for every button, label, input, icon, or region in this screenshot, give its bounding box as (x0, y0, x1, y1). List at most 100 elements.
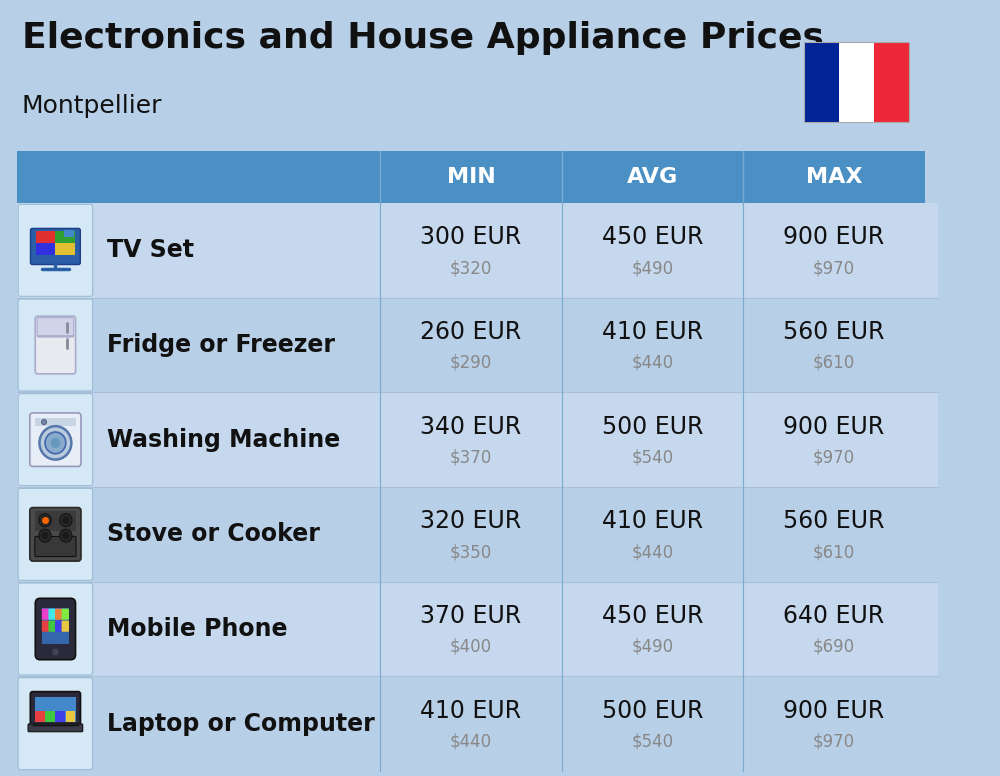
Bar (17, 393, 938, 487)
Text: $320: $320 (450, 259, 492, 277)
Circle shape (41, 532, 49, 539)
FancyBboxPatch shape (35, 316, 76, 374)
FancyBboxPatch shape (55, 621, 62, 632)
Text: 450 EUR: 450 EUR (602, 225, 703, 249)
Text: $690: $690 (813, 638, 855, 656)
Text: 410 EUR: 410 EUR (602, 509, 703, 533)
Bar (66, 711, 75, 722)
Text: Stove or Cooker: Stove or Cooker (107, 522, 320, 546)
Text: 300 EUR: 300 EUR (420, 225, 522, 249)
Bar (804, 42, 839, 122)
Circle shape (62, 532, 70, 539)
Bar (64, 230, 74, 237)
Text: 370 EUR: 370 EUR (420, 604, 522, 628)
Text: $370: $370 (450, 449, 492, 466)
Circle shape (39, 514, 51, 527)
FancyBboxPatch shape (18, 488, 93, 580)
Bar (743, 151, 925, 203)
Text: $440: $440 (450, 733, 492, 750)
Text: MIN: MIN (447, 167, 495, 187)
Bar (562, 151, 743, 203)
Text: $610: $610 (813, 354, 855, 372)
Text: $490: $490 (631, 259, 673, 277)
Bar (17, 487, 938, 582)
Circle shape (39, 529, 51, 542)
FancyBboxPatch shape (35, 536, 76, 556)
Circle shape (45, 432, 66, 454)
Circle shape (60, 529, 72, 542)
FancyBboxPatch shape (30, 691, 80, 727)
Bar (55, 711, 65, 722)
FancyBboxPatch shape (35, 598, 76, 660)
FancyBboxPatch shape (28, 724, 83, 732)
Bar (35, 511, 76, 531)
Text: 900 EUR: 900 EUR (783, 225, 884, 249)
Text: $540: $540 (631, 733, 673, 750)
Text: AVG: AVG (627, 167, 678, 187)
Bar (17, 677, 938, 771)
Text: 410 EUR: 410 EUR (602, 320, 703, 344)
Text: $540: $540 (631, 449, 673, 466)
Text: $970: $970 (813, 449, 855, 466)
FancyBboxPatch shape (37, 317, 74, 337)
Circle shape (52, 648, 59, 656)
Text: 900 EUR: 900 EUR (783, 414, 884, 438)
Text: Fridge or Freezer: Fridge or Freezer (107, 333, 335, 357)
Text: TV Set: TV Set (107, 238, 194, 262)
Text: $290: $290 (450, 354, 492, 372)
Text: Electronics and House Appliance Prices: Electronics and House Appliance Prices (22, 21, 824, 55)
Text: $970: $970 (813, 733, 855, 750)
FancyBboxPatch shape (48, 621, 56, 632)
FancyBboxPatch shape (55, 608, 62, 620)
Text: 640 EUR: 640 EUR (783, 604, 884, 628)
Bar (17, 298, 938, 393)
FancyBboxPatch shape (62, 608, 69, 620)
Text: $440: $440 (631, 354, 673, 372)
Bar (35, 711, 45, 722)
FancyBboxPatch shape (30, 508, 81, 561)
Bar (804, 42, 909, 122)
Bar (45, 711, 55, 722)
FancyBboxPatch shape (18, 299, 93, 391)
Bar (17, 151, 380, 203)
Text: Washing Machine: Washing Machine (107, 428, 340, 452)
Bar (17, 582, 938, 677)
Circle shape (39, 426, 71, 459)
Circle shape (41, 516, 49, 524)
Text: 340 EUR: 340 EUR (420, 414, 522, 438)
Text: 410 EUR: 410 EUR (420, 698, 521, 722)
Text: 900 EUR: 900 EUR (783, 698, 884, 722)
FancyBboxPatch shape (18, 677, 93, 770)
Bar (874, 42, 909, 122)
Bar (17, 203, 938, 298)
Bar (55, 231, 75, 243)
FancyBboxPatch shape (18, 204, 93, 296)
Text: Mobile Phone: Mobile Phone (107, 617, 287, 641)
Text: Montpellier: Montpellier (22, 94, 162, 118)
Bar (55, 243, 75, 255)
Text: 560 EUR: 560 EUR (783, 320, 885, 344)
Text: 260 EUR: 260 EUR (420, 320, 522, 344)
Text: 500 EUR: 500 EUR (602, 698, 703, 722)
Circle shape (62, 516, 70, 524)
Bar (839, 42, 874, 122)
Circle shape (42, 420, 47, 424)
Text: $970: $970 (813, 259, 855, 277)
Circle shape (60, 514, 72, 527)
Text: $400: $400 (450, 638, 492, 656)
FancyBboxPatch shape (48, 608, 56, 620)
Text: $610: $610 (813, 543, 855, 561)
Text: Laptop or Computer: Laptop or Computer (107, 712, 375, 736)
Text: $350: $350 (450, 543, 492, 561)
Text: $440: $440 (631, 543, 673, 561)
FancyBboxPatch shape (42, 621, 49, 632)
FancyBboxPatch shape (30, 413, 81, 466)
Text: 500 EUR: 500 EUR (602, 414, 703, 438)
FancyBboxPatch shape (42, 608, 49, 620)
Circle shape (51, 438, 60, 448)
FancyBboxPatch shape (18, 583, 93, 675)
Bar (380, 151, 562, 203)
Bar (36, 231, 55, 243)
Text: $490: $490 (631, 638, 673, 656)
Text: 320 EUR: 320 EUR (420, 509, 522, 533)
